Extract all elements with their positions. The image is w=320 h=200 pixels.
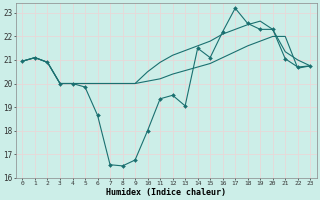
X-axis label: Humidex (Indice chaleur): Humidex (Indice chaleur) xyxy=(106,188,226,197)
